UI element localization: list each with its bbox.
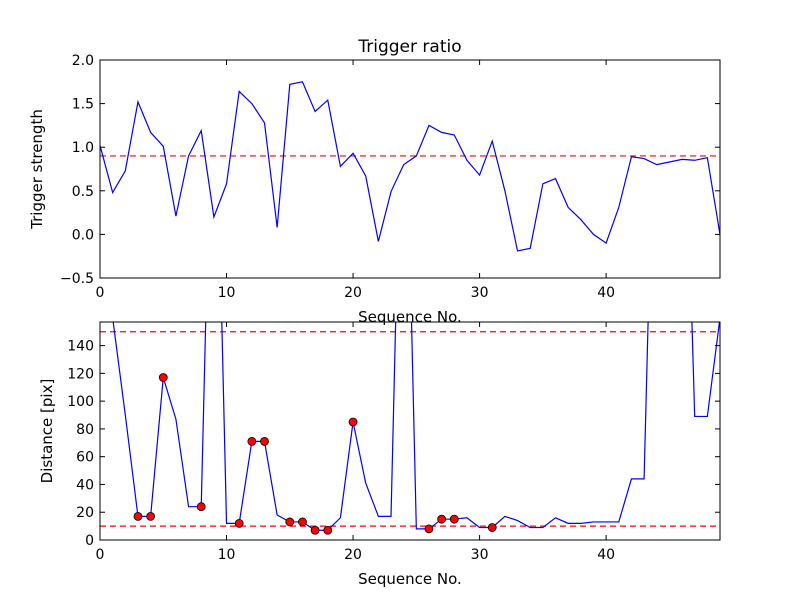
bottom-y-tick-label: 140 bbox=[67, 339, 94, 355]
bottom-marker-11 bbox=[348, 417, 358, 427]
top-y-axis-label: Trigger strength bbox=[28, 109, 46, 230]
bottom-y-tick-label: 0 bbox=[85, 533, 94, 549]
bottom-threshold-lines bbox=[100, 331, 720, 527]
top-y-tick-label: 1.5 bbox=[72, 97, 94, 113]
top-x-tick-label: 20 bbox=[344, 285, 362, 301]
bottom-y-tick-label: 20 bbox=[76, 505, 94, 521]
top-x-tick-label: 0 bbox=[96, 285, 105, 301]
bottom-y-axis-label: Distance [pix] bbox=[38, 379, 56, 484]
bottom-marker-13 bbox=[437, 514, 447, 524]
bottom-marker-7 bbox=[285, 517, 295, 527]
bottom-x-tick-label: 30 bbox=[471, 547, 489, 563]
top-x-tick-label: 10 bbox=[218, 285, 236, 301]
top-plot-frame bbox=[99, 59, 721, 279]
bottom-marker-5 bbox=[247, 437, 257, 446]
bottom-panel: 0 10 20 30 40 0 20 40 60 80 100 120 140 Sequence No.… bbox=[38, 321, 721, 588]
bottom-y-tick-label: 40 bbox=[76, 477, 94, 493]
top-x-tick-label: 30 bbox=[471, 285, 489, 301]
bottom-x-tick-label: 20 bbox=[344, 547, 362, 563]
top-y-tick-label: −0.5 bbox=[60, 271, 94, 287]
bottom-y-tick-label: 100 bbox=[67, 394, 94, 410]
top-x-tick-label: 40 bbox=[597, 285, 615, 301]
bottom-marker-12 bbox=[424, 524, 434, 534]
bottom-marker-14 bbox=[449, 514, 459, 524]
top-y-tick-label: 1.0 bbox=[72, 140, 94, 156]
bottom-marker-15 bbox=[487, 523, 497, 532]
bottom-y-tick-label: 80 bbox=[76, 422, 94, 438]
bottom-series bbox=[112, 322, 720, 531]
bottom-axis-ticks: 0 10 20 30 40 0 20 40 60 80 100 120 140 bbox=[67, 322, 720, 563]
bottom-markers bbox=[133, 373, 497, 535]
bottom-marker-8 bbox=[298, 517, 307, 527]
bottom-marker-0 bbox=[133, 511, 143, 521]
top-series bbox=[100, 81, 720, 252]
bottom-marker-1 bbox=[146, 511, 156, 521]
bottom-marker-10 bbox=[323, 525, 333, 535]
top-x-axis-label: Sequence No. bbox=[358, 308, 462, 326]
bottom-x-tick-label: 10 bbox=[218, 547, 236, 563]
top-y-tick-label: 0.0 bbox=[72, 227, 94, 243]
top-chart-title: Trigger ratio bbox=[357, 37, 461, 57]
bottom-marker-3 bbox=[196, 502, 206, 512]
bottom-marker-6 bbox=[260, 437, 269, 446]
bottom-marker-2 bbox=[158, 373, 168, 382]
bottom-y-tick-label: 60 bbox=[76, 450, 94, 466]
top-panel: Trigger ratio 0 10 20 30 40 −0.5 0.0 0.5 1.0 1.5 2… bbox=[28, 37, 721, 326]
top-axis-ticks: 0 10 20 30 40 −0.5 0.0 0.5 1.0 1.5 2.0 bbox=[60, 53, 720, 301]
bottom-y-tick-label: 120 bbox=[67, 366, 94, 382]
bottom-marker-9 bbox=[310, 525, 320, 535]
bottom-x-axis-label: Sequence No. bbox=[358, 570, 462, 588]
bottom-series-line bbox=[112, 322, 720, 531]
bottom-x-tick-label: 40 bbox=[597, 547, 615, 563]
bottom-marker-4 bbox=[234, 518, 244, 528]
top-series-line bbox=[100, 81, 720, 252]
top-y-tick-label: 0.5 bbox=[72, 184, 94, 200]
bottom-x-tick-label: 0 bbox=[96, 547, 105, 563]
bottom-plot-frame bbox=[99, 321, 721, 541]
top-y-tick-label: 2.0 bbox=[72, 53, 94, 69]
